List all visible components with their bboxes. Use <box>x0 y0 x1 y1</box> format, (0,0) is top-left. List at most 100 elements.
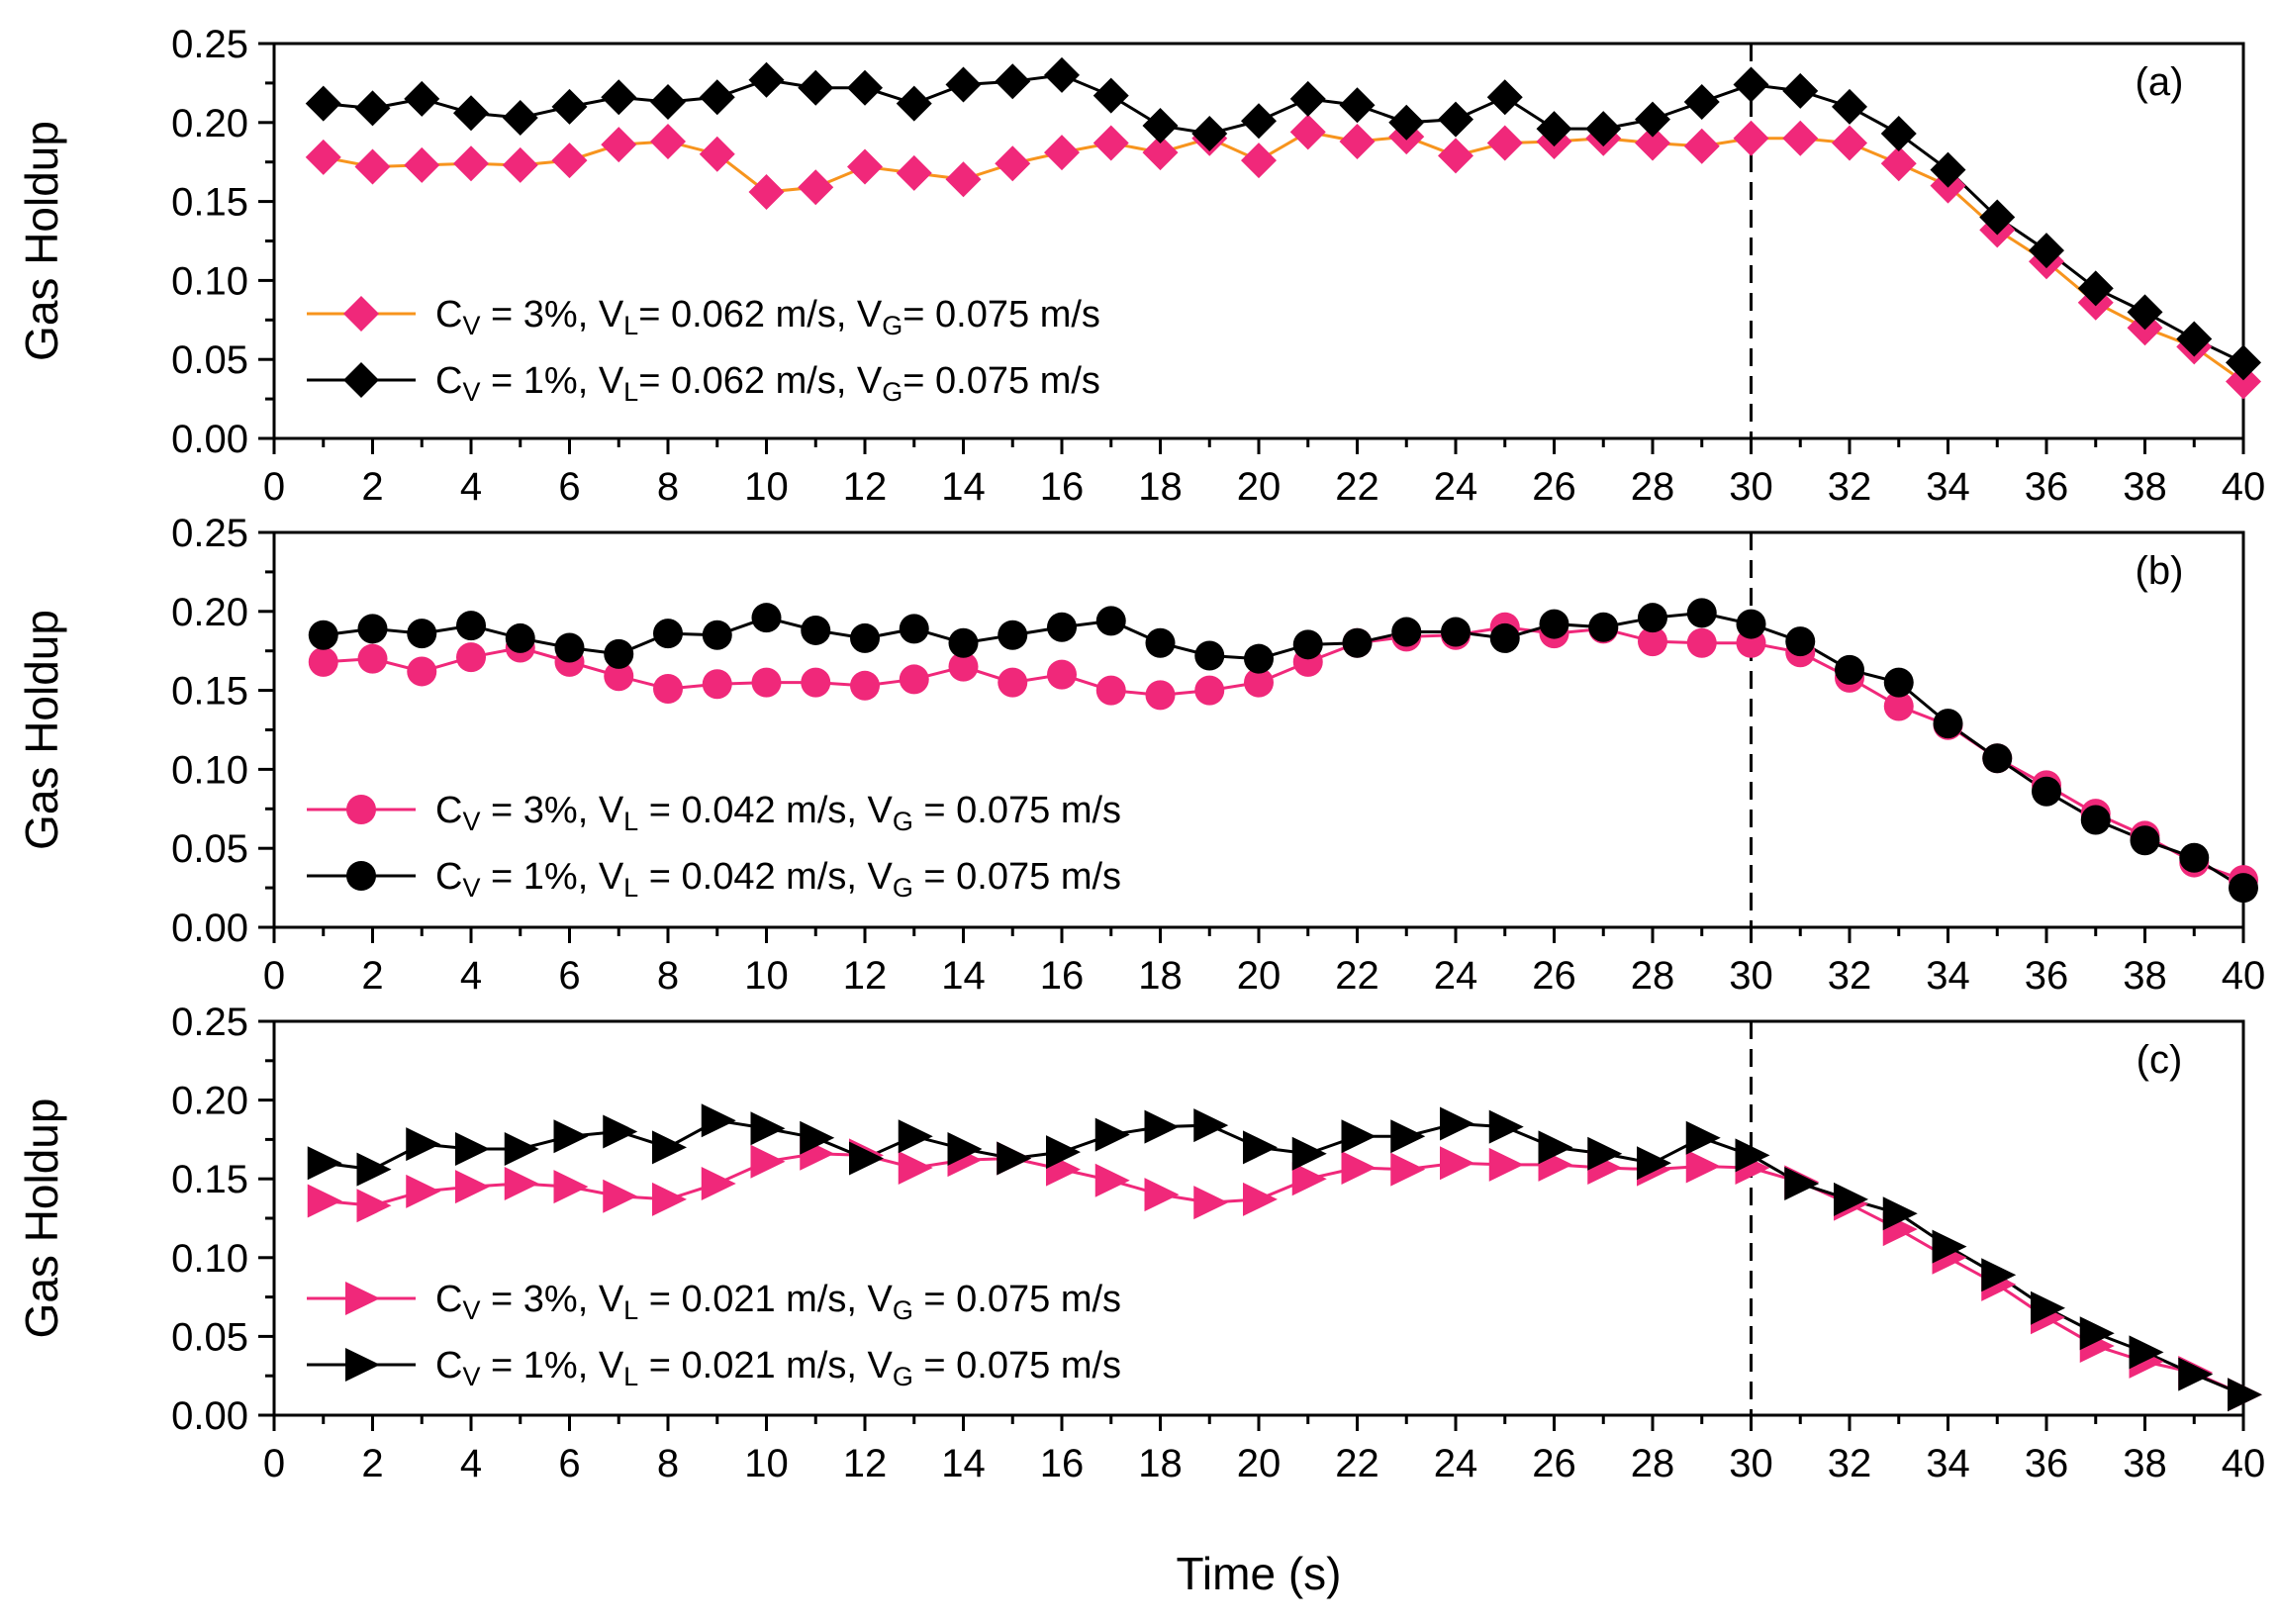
data-point <box>1835 654 1864 685</box>
y-tick-label: 0.05 <box>171 338 248 382</box>
legend-label: CV = 3%, VL= 0.062 m/s, VG= 0.075 m/s <box>435 294 1100 340</box>
legend-item-1: CV = 1%, VL = 0.021 m/s, VG = 0.075 m/s <box>307 1345 1121 1391</box>
data-point <box>1142 135 1179 171</box>
data-point <box>1486 79 1523 116</box>
panel-label: (b) <box>2136 549 2184 593</box>
x-tick-label: 8 <box>657 465 679 509</box>
data-point <box>1047 612 1077 642</box>
data-point <box>751 667 782 698</box>
data-point <box>1390 1119 1426 1154</box>
x-tick-label: 38 <box>2123 954 2167 998</box>
data-point <box>1390 1152 1426 1187</box>
data-point <box>699 79 735 116</box>
data-point <box>653 619 683 649</box>
legend-label: CV = 3%, VL = 0.021 m/s, VG = 0.075 m/s <box>435 1279 1121 1325</box>
data-point <box>1585 111 1622 147</box>
data-point <box>997 1141 1032 1176</box>
data-point <box>1683 128 1720 164</box>
data-point <box>1094 1117 1130 1152</box>
x-tick-label: 30 <box>1729 1442 1773 1485</box>
data-point <box>504 1131 539 1166</box>
y-tick-label: 0.25 <box>171 512 248 555</box>
data-point <box>1046 1135 1081 1170</box>
x-tick-label: 2 <box>361 954 383 998</box>
data-point <box>750 1144 786 1179</box>
data-point <box>603 1114 638 1149</box>
x-tick-label: 16 <box>1040 954 1085 998</box>
x-tick-label: 4 <box>460 954 482 998</box>
data-point <box>1440 1146 1474 1181</box>
data-point <box>2079 1316 2115 1351</box>
x-tick-label: 14 <box>941 1442 986 1485</box>
x-tick-label: 34 <box>1926 1442 1970 1485</box>
data-point <box>406 1127 441 1162</box>
x-tick-label: 28 <box>1631 954 1675 998</box>
data-point <box>553 1119 589 1154</box>
x-tick-label: 20 <box>1237 1442 1282 1485</box>
data-point <box>899 614 929 644</box>
data-point <box>2228 1378 2262 1412</box>
data-point <box>751 603 782 633</box>
x-tick-label: 8 <box>657 954 679 998</box>
x-tick-label: 22 <box>1335 954 1379 998</box>
x-tick-label: 24 <box>1434 1442 1478 1485</box>
x-tick-label: 10 <box>744 465 789 509</box>
data-point <box>1289 114 1326 150</box>
x-tick-label: 18 <box>1138 1442 1183 1485</box>
legend-item-0: CV = 3%, VL = 0.042 m/s, VG = 0.075 m/s <box>307 790 1121 836</box>
x-tick-label: 28 <box>1631 1442 1675 1485</box>
data-point <box>1635 101 1670 138</box>
x-tick-label: 26 <box>1532 465 1576 509</box>
data-point <box>504 1166 539 1200</box>
data-point <box>1441 617 1471 647</box>
data-point <box>850 670 880 701</box>
data-point <box>502 100 538 137</box>
chart-panel-c: 0 2 4 6 8 10 12 14 16 18 20 22 24 26 28 30 32 34 36 38 400.0… <box>16 1001 2265 1485</box>
legend: CV = 3%, VL= 0.062 m/s, VG= 0.075 m/s CV … <box>307 294 1100 407</box>
data-point <box>601 127 637 163</box>
x-tick-label: 0 <box>263 1442 285 1485</box>
data-point <box>354 148 391 185</box>
series-line-0 <box>323 130 2244 383</box>
y-tick-label: 0.15 <box>171 670 248 714</box>
data-point <box>1733 120 1769 156</box>
y-tick-label: 0.00 <box>171 907 248 950</box>
data-point <box>2176 321 2213 357</box>
data-point <box>850 622 880 653</box>
data-point <box>898 1119 933 1154</box>
data-point <box>1932 1229 1967 1264</box>
y-tick-label: 0.05 <box>171 827 248 871</box>
data-point <box>1982 743 2013 774</box>
data-point <box>406 1174 441 1208</box>
x-tick-label: 26 <box>1532 954 1576 998</box>
data-point <box>847 148 883 185</box>
y-axis-title: Gas Holdup <box>16 121 67 361</box>
data-point <box>1883 667 1914 698</box>
data-point <box>948 627 979 658</box>
x-tick-label: 36 <box>2025 954 2069 998</box>
x-tick-label: 28 <box>1631 465 1675 509</box>
series-line-0 <box>323 1152 2244 1396</box>
data-point <box>456 611 486 641</box>
data-point <box>1880 115 1917 151</box>
legend-marker <box>346 861 376 891</box>
y-tick-label: 0.25 <box>171 1001 248 1044</box>
x-tick-label: 32 <box>1828 1442 1872 1485</box>
data-point <box>1341 1151 1377 1186</box>
data-point <box>1880 145 1917 182</box>
data-point <box>1194 640 1225 671</box>
data-point <box>1092 125 1129 161</box>
y-tick-label: 0.15 <box>171 181 248 225</box>
data-point <box>1144 1178 1180 1212</box>
data-point <box>1339 87 1376 124</box>
legend-item-0: CV = 3%, VL= 0.062 m/s, VG= 0.075 m/s <box>307 294 1100 340</box>
x-tick-label: 38 <box>2123 465 2167 509</box>
data-point <box>2130 825 2160 856</box>
data-point <box>553 1170 589 1204</box>
data-point <box>1488 1109 1524 1144</box>
data-point <box>948 651 979 682</box>
data-point <box>748 61 785 98</box>
x-tick-label: 0 <box>263 954 285 998</box>
data-point <box>551 88 588 125</box>
